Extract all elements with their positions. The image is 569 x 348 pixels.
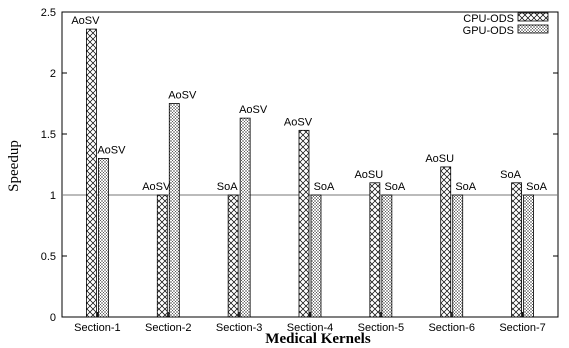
x-tick-label-section-1: Section-1: [74, 322, 120, 334]
plot-frame: [61, 11, 559, 318]
bar-label-cpu-ods-section-7: SoA: [500, 169, 521, 181]
legend-label-cpu-ods: CPU-ODS: [463, 13, 514, 25]
y-tick-label-1: 0.5: [41, 251, 56, 263]
bar-label-gpu-ods-section-7: SoA: [526, 181, 547, 193]
x-tick-label-section-3: Section-3: [216, 322, 262, 334]
bar-gpu-ods-section-7: [523, 194, 534, 318]
bar-label-cpu-ods-section-3: SoA: [217, 181, 238, 193]
bar-gpu-ods-section-3: [239, 117, 251, 318]
y-tick-label-5: 2.5: [41, 7, 56, 19]
plot-border: [61, 11, 559, 318]
bar-gpu-ods-section-5: [381, 194, 393, 318]
x-tick-label-section-2: Section-2: [145, 322, 191, 334]
bar-label-gpu-ods-section-5: SoA: [384, 181, 405, 193]
legend: CPU-ODS GPU-ODS: [463, 12, 549, 37]
legend-swatch-gpu-ods: [517, 24, 549, 34]
bar-cpu-ods-section-1: [86, 28, 97, 318]
x-tick-label-section-6: Section-6: [428, 322, 474, 334]
y-axis-title: Speedup: [6, 140, 22, 192]
y-axis: 0 0.5 1 1.5 2 2.5: [41, 7, 558, 324]
bar-cpu-ods-section-5: [369, 182, 381, 318]
bar-cpu-ods-section-2: [156, 194, 168, 318]
bar-label-cpu-ods-section-1: AoSV: [71, 15, 100, 27]
bars: [86, 28, 534, 318]
bar-label-gpu-ods-section-6: SoA: [455, 181, 476, 193]
y-tick-label-0: 0: [50, 312, 56, 324]
bar-label-cpu-ods-section-2: AoSV: [142, 181, 171, 193]
x-tick-label-section-7: Section-7: [499, 322, 545, 334]
bar-labels: AoSVAoSVAoSVAoSVSoAAoSVAoSVSoAAoSUSoAAoS…: [71, 15, 547, 193]
bar-cpu-ods-section-7: [511, 182, 522, 318]
bar-label-cpu-ods-section-6: AoSU: [425, 153, 454, 165]
bar-label-cpu-ods-section-5: AoSU: [354, 169, 383, 181]
x-tick-label-section-4: Section-4: [287, 322, 333, 334]
bar-cpu-ods-section-3: [227, 194, 239, 318]
legend-label-gpu-ods: GPU-ODS: [463, 25, 514, 37]
x-tick-label-section-5: Section-5: [358, 322, 404, 334]
y-tick-label-4: 2: [50, 68, 56, 80]
bar-gpu-ods-section-2: [168, 103, 180, 318]
bar-label-cpu-ods-section-4: AoSV: [284, 116, 313, 128]
bar-cpu-ods-section-4: [298, 129, 310, 318]
bar-cpu-ods-section-6: [440, 166, 452, 318]
x-axis: Section-1 Section-2 Section-3 Section-4 Sect…: [74, 312, 546, 334]
bar-label-gpu-ods-section-3: AoSV: [239, 104, 268, 116]
y-tick-label-3: 1.5: [41, 129, 56, 141]
y-tick-label-2: 1: [50, 190, 56, 202]
bar-label-gpu-ods-section-2: AoSV: [168, 90, 197, 102]
bar-label-gpu-ods-section-4: SoA: [314, 181, 335, 193]
x-axis-title: Medical Kernels: [265, 331, 371, 347]
bar-label-gpu-ods-section-1: AoSV: [97, 144, 126, 156]
legend-swatch-cpu-ods: [517, 12, 549, 22]
bar-gpu-ods-section-1: [98, 157, 109, 318]
bar-gpu-ods-section-6: [452, 194, 464, 318]
bar-gpu-ods-section-4: [310, 194, 322, 318]
